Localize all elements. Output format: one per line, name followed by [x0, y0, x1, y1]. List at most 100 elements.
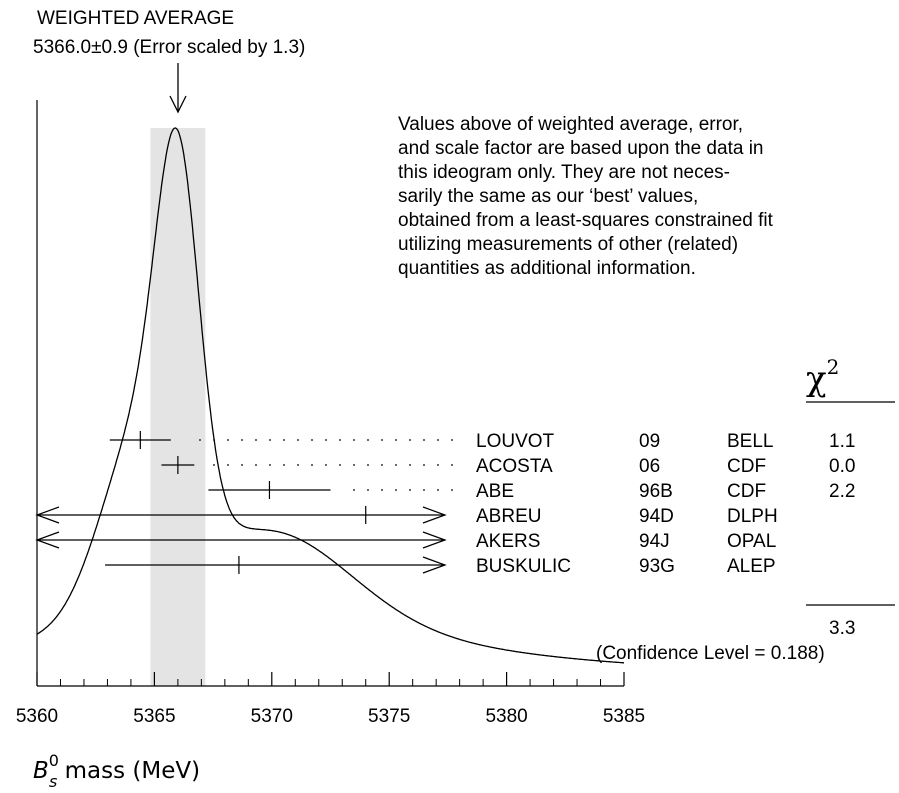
x-tick-label: 5385 — [603, 706, 645, 727]
measurement-row: ABREU 94D DLPH — [35, 506, 778, 527]
note-line: quantities as additional information. — [398, 258, 696, 279]
leader-dot — [395, 439, 397, 441]
leader-dot — [367, 464, 369, 466]
chi2-header: χ2 — [806, 355, 839, 399]
measurement-experiment: BELL — [727, 431, 773, 452]
measurement-year: 93G — [639, 556, 675, 577]
leader-dot — [367, 439, 369, 441]
measurement-row: AKERS 94J OPAL — [35, 531, 776, 552]
leader-dot — [311, 464, 313, 466]
x-tick-label: 5380 — [485, 706, 527, 727]
measurement-row: ACOSTA 06 CDF 0.0 — [161, 456, 855, 477]
error-bar-arrow — [422, 556, 447, 574]
leader-dot — [255, 439, 257, 441]
leader-dot — [381, 464, 383, 466]
measurement-author: LOUVOT — [476, 431, 555, 452]
leader-dot — [325, 439, 327, 441]
leader-dot — [409, 489, 411, 491]
measurement-year: 94J — [639, 531, 670, 552]
explanatory-note: Values above of weighted average, error,… — [398, 114, 774, 279]
leader-dot — [227, 439, 229, 441]
leader-dot — [451, 489, 453, 491]
x-tick-label: 5360 — [16, 706, 58, 727]
leader-dot — [423, 464, 425, 466]
x-tick-label: 5365 — [133, 706, 175, 727]
error-bar-arrow — [35, 506, 60, 524]
error-bar-arrow — [35, 531, 60, 549]
measurement-experiment: CDF — [727, 456, 766, 477]
measurement-row: LOUVOT 09 BELL 1.1 — [109, 431, 855, 452]
x-axis-label: B0 s mass (MeV) — [33, 751, 200, 791]
confidence-level: (Confidence Level = 0.188) — [596, 643, 825, 664]
average-error-band — [150, 128, 206, 686]
leader-dot — [367, 489, 369, 491]
leader-dot — [325, 464, 327, 466]
leader-dot — [297, 439, 299, 441]
measurements: LOUVOT 09 BELL 1.1 ACOSTA 06 CDF 0.0 ABE 96B CDF 2.… — [35, 431, 855, 577]
leader-dot — [437, 464, 439, 466]
measurement-year: 06 — [639, 456, 660, 477]
measurement-experiment: OPAL — [727, 531, 776, 552]
chi2-symbol: χ — [806, 359, 827, 399]
x-axis-ticks — [36, 672, 625, 686]
leader-dot — [451, 464, 453, 466]
leader-dot — [283, 439, 285, 441]
x-axis-tick-labels: 5360 5365 5370 5375 5380 5385 — [16, 706, 645, 727]
leader-dot — [339, 464, 341, 466]
leader-dot — [255, 464, 257, 466]
leader-dot — [395, 464, 397, 466]
measurement-row: BUSKULIC 93G ALEP — [105, 556, 776, 577]
leader-dot — [381, 439, 383, 441]
leader-dot — [451, 439, 453, 441]
note-line: obtained from a least-squares constraine… — [398, 210, 774, 231]
leader-dot — [423, 439, 425, 441]
note-line: and scale factor are based upon the data… — [398, 138, 763, 159]
leader-dot — [437, 489, 439, 491]
measurement-author: BUSKULIC — [476, 556, 571, 577]
measurement-experiment: CDF — [727, 481, 766, 502]
leader-dot — [423, 489, 425, 491]
measurement-chi2: 1.1 — [829, 431, 855, 452]
leader-dot — [283, 464, 285, 466]
leader-dot — [227, 464, 229, 466]
leader-dot — [241, 439, 243, 441]
measurement-row: ABE 96B CDF 2.2 — [208, 481, 855, 502]
leader-dot — [381, 489, 383, 491]
chi2-total: 3.3 — [829, 618, 855, 639]
leader-dot — [353, 464, 355, 466]
leader-dot — [213, 439, 215, 441]
leader-dot — [437, 439, 439, 441]
measurement-year: 96B — [639, 481, 673, 502]
error-bar-arrow — [422, 506, 447, 524]
note-line: sarily the same as our ‘best’ values, — [398, 186, 698, 207]
leader-dot — [409, 439, 411, 441]
chart-title: WEIGHTED AVERAGE — [37, 8, 234, 29]
note-line: this ideogram only. They are not neces- — [398, 162, 730, 183]
x-tick-label: 5370 — [251, 706, 293, 727]
measurement-author: ABE — [476, 481, 514, 502]
leader-dot — [241, 464, 243, 466]
leader-dot — [297, 464, 299, 466]
measurement-author: ACOSTA — [476, 456, 553, 477]
leader-dot — [269, 439, 271, 441]
x-tick-label: 5375 — [368, 706, 410, 727]
leader-dot — [199, 439, 201, 441]
measurement-experiment: ALEP — [727, 556, 776, 577]
measurement-author: AKERS — [476, 531, 540, 552]
leader-dot — [409, 464, 411, 466]
measurement-chi2: 2.2 — [829, 481, 855, 502]
leader-dot — [269, 464, 271, 466]
note-line: Values above of weighted average, error, — [398, 114, 743, 135]
measurement-year: 94D — [639, 506, 674, 527]
chart-subtitle: 5366.0±0.9 (Error scaled by 1.3) — [33, 37, 305, 58]
error-bar-arrow — [422, 531, 447, 549]
note-line: utilizing measurements of other (related… — [398, 234, 738, 255]
measurement-year: 09 — [639, 431, 660, 452]
leader-dot — [395, 489, 397, 491]
leader-dot — [213, 464, 215, 466]
measurement-author: ABREU — [476, 506, 541, 527]
leader-dot — [353, 489, 355, 491]
average-arrow — [169, 63, 187, 114]
chi2-superscript: 2 — [827, 355, 840, 379]
